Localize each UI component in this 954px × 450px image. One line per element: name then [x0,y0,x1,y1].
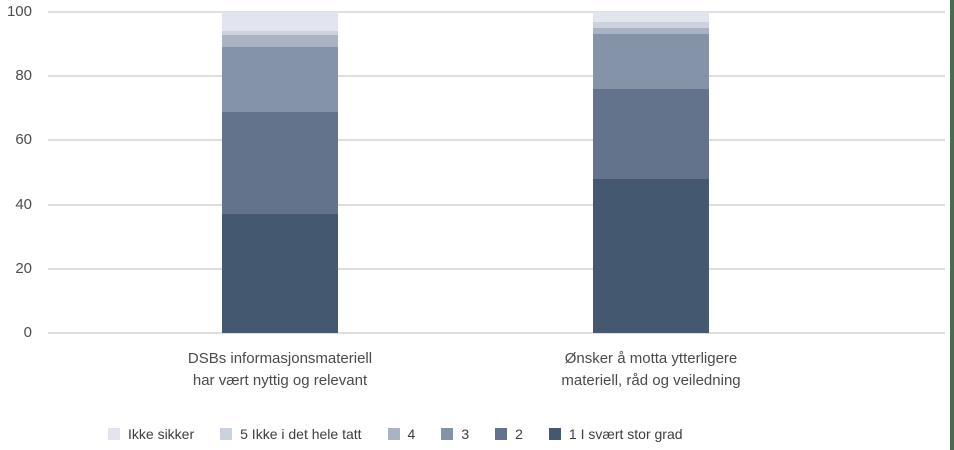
bar-segment-1-i-svært-stor-grad [593,178,709,333]
y-tick-label-40: 40 [15,195,32,213]
bar-segment-4 [593,28,709,35]
bar-segment-2 [593,89,709,179]
bar-category-1 [222,12,338,333]
category-label-2: Ønsker å motta ytterligere materiell, råd… [501,348,801,392]
bar-category-2 [593,12,709,333]
gridline-0 [48,332,945,334]
legend-item-3: 3 [441,426,469,442]
legend-swatch-icon [548,428,561,440]
legend-swatch-icon [220,428,233,440]
legend-swatch-icon [108,428,120,440]
legend-label: 4 [407,426,416,442]
y-tick-label-60: 60 [15,131,32,149]
bar-segment-3 [593,34,709,90]
bar-segment-5-ikke-i-det-hele-tatt [593,21,709,29]
y-tick-label-20: 20 [15,259,32,277]
legend-label: Ikke sikker [128,426,195,442]
bar-segment-2 [222,111,338,215]
gridline-80 [48,75,945,78]
bar-segment-3 [222,47,338,112]
category-label-line: materiell, råd og veiledning [561,372,741,389]
legend-item-4: 4 [387,426,416,442]
bar-segment-ikke-sikker [222,12,338,32]
legend-swatch-icon [495,428,508,440]
legend-swatch-icon [387,428,400,440]
y-tick-label-100: 100 [6,3,32,20]
y-tick-label-0: 0 [23,324,32,341]
legend-item-2: 2 [495,426,523,442]
gridline-40 [48,203,945,206]
gridline-60 [48,139,945,142]
category-label-line: Ønsker å motta ytterligere [564,350,738,367]
legend-item-1-i-svært-stor-grad: 1 I svært stor grad [548,426,683,442]
bar-segment-ikke-sikker [593,12,709,22]
gridline-100 [48,11,945,13]
legend-label: 1 I svært stor grad [568,426,683,442]
legend-label: 5 Ikke i det hele tatt [240,426,362,442]
gridline-20 [48,267,945,270]
bar-segment-5-ikke-i-det-hele-tatt [222,31,338,35]
bar-segment-4 [222,34,338,48]
legend-label: 3 [461,426,470,442]
y-tick-label-80: 80 [15,67,32,85]
bar-segment-1-i-svært-stor-grad [222,214,338,333]
category-label-1: DSBs informasjonsmateriell har vært nytti… [130,348,430,392]
category-label-line: har vært nyttig og relevant [192,372,368,389]
legend-label: 2 [515,426,523,442]
legend-swatch-icon [441,428,454,440]
category-label-line: DSBs informasjonsmateriell [187,350,373,367]
accent-strip [950,0,954,450]
chart-legend: Ikke sikker 5 Ikke i det hele tatt 4 3 2 1 I … [108,426,683,442]
legend-item-ikke-sikker: Ikke sikker [108,426,194,442]
legend-item-5-ikke-i-det-hele-tatt: 5 Ikke i det hele tatt [220,426,362,442]
